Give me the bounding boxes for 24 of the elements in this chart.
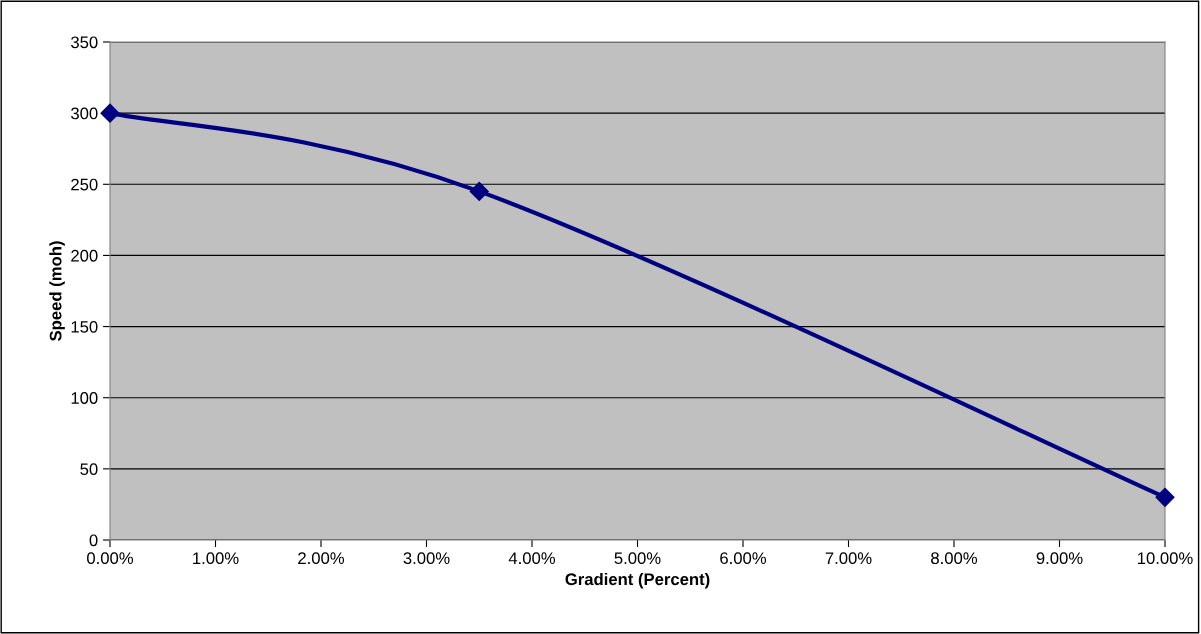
point bbox=[1155, 487, 1175, 507]
x-tick-label: 5.00% bbox=[614, 552, 661, 565]
x-tick-label: 6.00% bbox=[720, 552, 767, 565]
y-tick-label: 350 bbox=[71, 36, 98, 49]
x-tick-label: 3.00% bbox=[403, 552, 450, 565]
y-tick-label: 0 bbox=[89, 534, 98, 547]
y-tick-label: 300 bbox=[71, 107, 98, 120]
y-tick-label: 200 bbox=[71, 249, 98, 262]
x-tick-label: 4.00% bbox=[508, 552, 556, 565]
x-axis-title: Gradient (Percent) bbox=[565, 572, 710, 589]
y-axis-title: Speed (moh) bbox=[49, 241, 65, 341]
x-tick-label: 7.00% bbox=[825, 552, 872, 565]
y-tick-label: 150 bbox=[71, 320, 98, 333]
y-tick-label: 50 bbox=[80, 463, 98, 476]
x-tick-label: 2.00% bbox=[298, 552, 345, 565]
x-tick-label: 8.00% bbox=[931, 552, 978, 565]
x-tick-label: 10.00% bbox=[1138, 552, 1193, 565]
y-tick-label: 100 bbox=[71, 392, 98, 404]
y-tick-label: 250 bbox=[71, 178, 98, 191]
point bbox=[469, 181, 489, 201]
point bbox=[100, 103, 120, 123]
x-tick-label: 0.00% bbox=[87, 552, 134, 565]
x-tick-label: 9.00% bbox=[1036, 552, 1083, 565]
x-tick-label: 1.00% bbox=[193, 552, 239, 565]
